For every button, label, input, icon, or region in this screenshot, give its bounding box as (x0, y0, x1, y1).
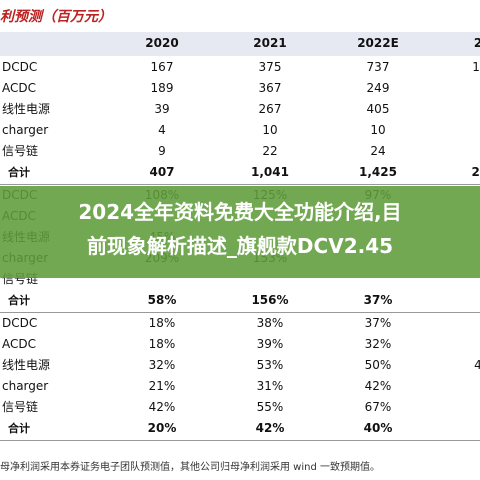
row-label: 合计 (8, 422, 30, 435)
title: 利预测（百万元） (0, 9, 112, 25)
row-label: ACDC (2, 81, 36, 95)
cell-value: 39 (154, 102, 170, 116)
banner-text: 2024全年资料免费大全功能介绍,目 (78, 200, 402, 224)
row-label: ACDC (2, 337, 36, 351)
cell-value: 20% (147, 421, 177, 435)
row-rule (0, 440, 480, 441)
header-row (0, 32, 480, 56)
cell-value: 737 (366, 60, 390, 74)
column-header: 2022E (357, 36, 399, 50)
cell-value: 31% (256, 379, 284, 393)
cell-value: 39% (256, 337, 284, 351)
cell-value: 189 (150, 81, 174, 95)
cell-value: 10 (262, 123, 278, 137)
cell-value: 67% (364, 400, 392, 414)
cell-value: 156% (251, 293, 289, 307)
row-label: 线性电源 (2, 102, 51, 116)
cell-value: 42% (364, 379, 392, 393)
cell-value: 405 (366, 102, 390, 116)
column-header: 2021 (253, 36, 287, 50)
row-label: 合计 (8, 294, 30, 307)
cell-value: 9 (158, 144, 166, 158)
cell-value: 4 (158, 123, 166, 137)
cell-value: 1, (472, 60, 480, 74)
banner-text: 前现象解析描述_旗舰款DCV2.45 (86, 234, 394, 258)
banner (0, 186, 480, 278)
cell-value: 37% (363, 293, 393, 307)
cell-value: 367 (258, 81, 282, 95)
cell-value: 58% (147, 293, 177, 307)
row-label: charger (2, 123, 49, 137)
cell-value: 42% (255, 421, 285, 435)
row-label: DCDC (2, 316, 38, 330)
cell-value: 38% (256, 316, 284, 330)
cell-value: 22 (262, 144, 278, 158)
cell-value: 32% (148, 358, 176, 372)
row-rule (0, 312, 480, 313)
cell-value: 37% (364, 316, 392, 330)
cell-value: 18% (148, 337, 176, 351)
cell-value: 2, (471, 165, 480, 179)
cell-value: 1,425 (359, 165, 397, 179)
cell-value: 40% (363, 421, 393, 435)
footer-note: 母净利润采用本券证务电子团队预测值，其他公司归母净利润采用 wind 一致预期值… (0, 462, 380, 473)
row-rule (0, 184, 480, 185)
cell-value: 53% (256, 358, 284, 372)
cell-value: 55% (256, 400, 284, 414)
cell-value: 24 (370, 144, 386, 158)
cell-value: 4 (474, 358, 480, 372)
cell-value: 267 (258, 102, 282, 116)
cell-value: 18% (148, 316, 176, 330)
row-label: 线性电源 (2, 358, 51, 372)
cell-value: 375 (258, 60, 282, 74)
row-label: DCDC (2, 60, 38, 74)
cell-value: 42% (148, 400, 176, 414)
row-label: 信号链 (2, 144, 39, 158)
cell-value: 32% (364, 337, 392, 351)
row-label: 信号链 (2, 400, 39, 414)
row-label: 合计 (8, 166, 30, 179)
cell-value: 249 (366, 81, 390, 95)
row-label: charger (2, 379, 49, 393)
cell-value: 407 (149, 165, 175, 179)
column-header: 2020 (145, 36, 179, 50)
cell-value: 167 (150, 60, 174, 74)
cell-value: 10 (370, 123, 386, 137)
cell-value: 50% (364, 358, 392, 372)
column-header: 2 (473, 36, 480, 50)
cell-value: 1,041 (251, 165, 289, 179)
cell-value: 21% (148, 379, 176, 393)
